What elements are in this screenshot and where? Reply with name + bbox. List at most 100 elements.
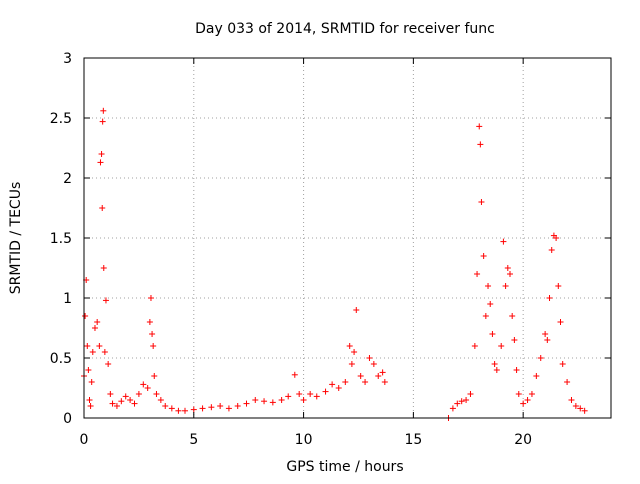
data-point — [542, 331, 549, 337]
data-point — [454, 400, 461, 407]
data-point — [225, 405, 232, 412]
data-point — [86, 397, 93, 403]
data-point — [489, 331, 496, 337]
data-point — [107, 391, 114, 397]
data-point — [234, 403, 241, 409]
data-point — [291, 371, 298, 378]
data-point — [149, 331, 156, 337]
data-point — [509, 313, 516, 319]
data-point — [82, 313, 89, 319]
data-point — [351, 349, 358, 355]
data-point — [544, 337, 551, 343]
data-point — [300, 397, 307, 403]
data-point — [243, 400, 250, 407]
data-point — [559, 361, 566, 367]
data-points — [81, 107, 588, 421]
data-point — [252, 397, 259, 403]
data-point — [520, 400, 527, 407]
data-point — [564, 379, 571, 385]
data-point — [199, 405, 206, 412]
y-tick-label: 3 — [63, 51, 72, 67]
data-point — [478, 199, 485, 205]
chart-title: Day 033 of 2014, SRMTID for receiver fun… — [195, 21, 495, 37]
data-point — [122, 393, 129, 400]
data-point — [127, 397, 134, 403]
data-point — [362, 379, 369, 385]
data-point — [335, 385, 342, 391]
data-point — [493, 367, 500, 373]
data-point — [84, 343, 91, 349]
x-tick-label: 20 — [514, 432, 532, 448]
grid-lines — [84, 58, 611, 418]
x-tick-label: 15 — [404, 432, 422, 448]
data-point — [557, 319, 564, 325]
data-point — [98, 151, 105, 157]
data-point — [91, 325, 98, 331]
data-point — [102, 297, 109, 304]
data-point — [348, 361, 355, 367]
data-point — [449, 405, 456, 412]
data-point — [511, 337, 518, 343]
y-tick-label: 0.5 — [50, 351, 72, 367]
data-point — [467, 391, 474, 397]
data-point — [502, 283, 509, 289]
data-point — [182, 407, 189, 414]
data-point — [477, 141, 484, 148]
data-point — [269, 399, 276, 406]
x-tick-label: 5 — [189, 432, 198, 448]
data-point — [105, 361, 112, 367]
data-point — [88, 379, 95, 385]
data-point — [94, 319, 101, 325]
data-point — [157, 397, 164, 403]
data-point — [476, 123, 483, 130]
data-point — [471, 343, 478, 349]
data-point — [96, 343, 103, 349]
data-point — [555, 283, 562, 289]
data-point — [278, 397, 285, 403]
data-point — [506, 271, 513, 277]
x-tick-label: 10 — [295, 432, 313, 448]
data-point — [162, 403, 169, 409]
data-point — [168, 405, 175, 412]
data-point — [546, 295, 553, 301]
data-point — [329, 381, 336, 388]
y-tick-label: 2 — [63, 171, 72, 187]
data-point — [553, 235, 560, 241]
data-point — [504, 265, 511, 271]
data-point — [85, 367, 92, 373]
data-point — [151, 373, 158, 379]
data-point — [147, 295, 154, 301]
data-point — [577, 405, 584, 412]
data-point — [487, 301, 494, 307]
data-point — [458, 398, 465, 405]
data-point — [528, 391, 535, 397]
data-point — [568, 397, 575, 403]
data-point — [89, 349, 96, 355]
x-tick-label: 0 — [80, 432, 89, 448]
data-point — [480, 253, 487, 259]
data-point — [190, 406, 197, 413]
data-point — [100, 265, 107, 271]
data-point — [342, 379, 349, 385]
data-point — [296, 391, 303, 397]
data-point — [537, 355, 544, 361]
data-point — [581, 407, 588, 414]
data-point — [524, 397, 531, 403]
data-point — [463, 397, 470, 403]
data-point — [113, 403, 120, 409]
data-point — [572, 403, 579, 409]
data-point — [515, 391, 522, 397]
data-point — [548, 247, 555, 253]
data-point — [118, 398, 125, 405]
data-point — [346, 343, 353, 349]
data-point — [140, 381, 147, 388]
data-point — [100, 107, 107, 114]
data-point — [307, 391, 314, 397]
data-point — [131, 400, 138, 407]
data-point — [370, 361, 377, 367]
data-point — [482, 313, 489, 319]
data-point — [208, 404, 215, 411]
